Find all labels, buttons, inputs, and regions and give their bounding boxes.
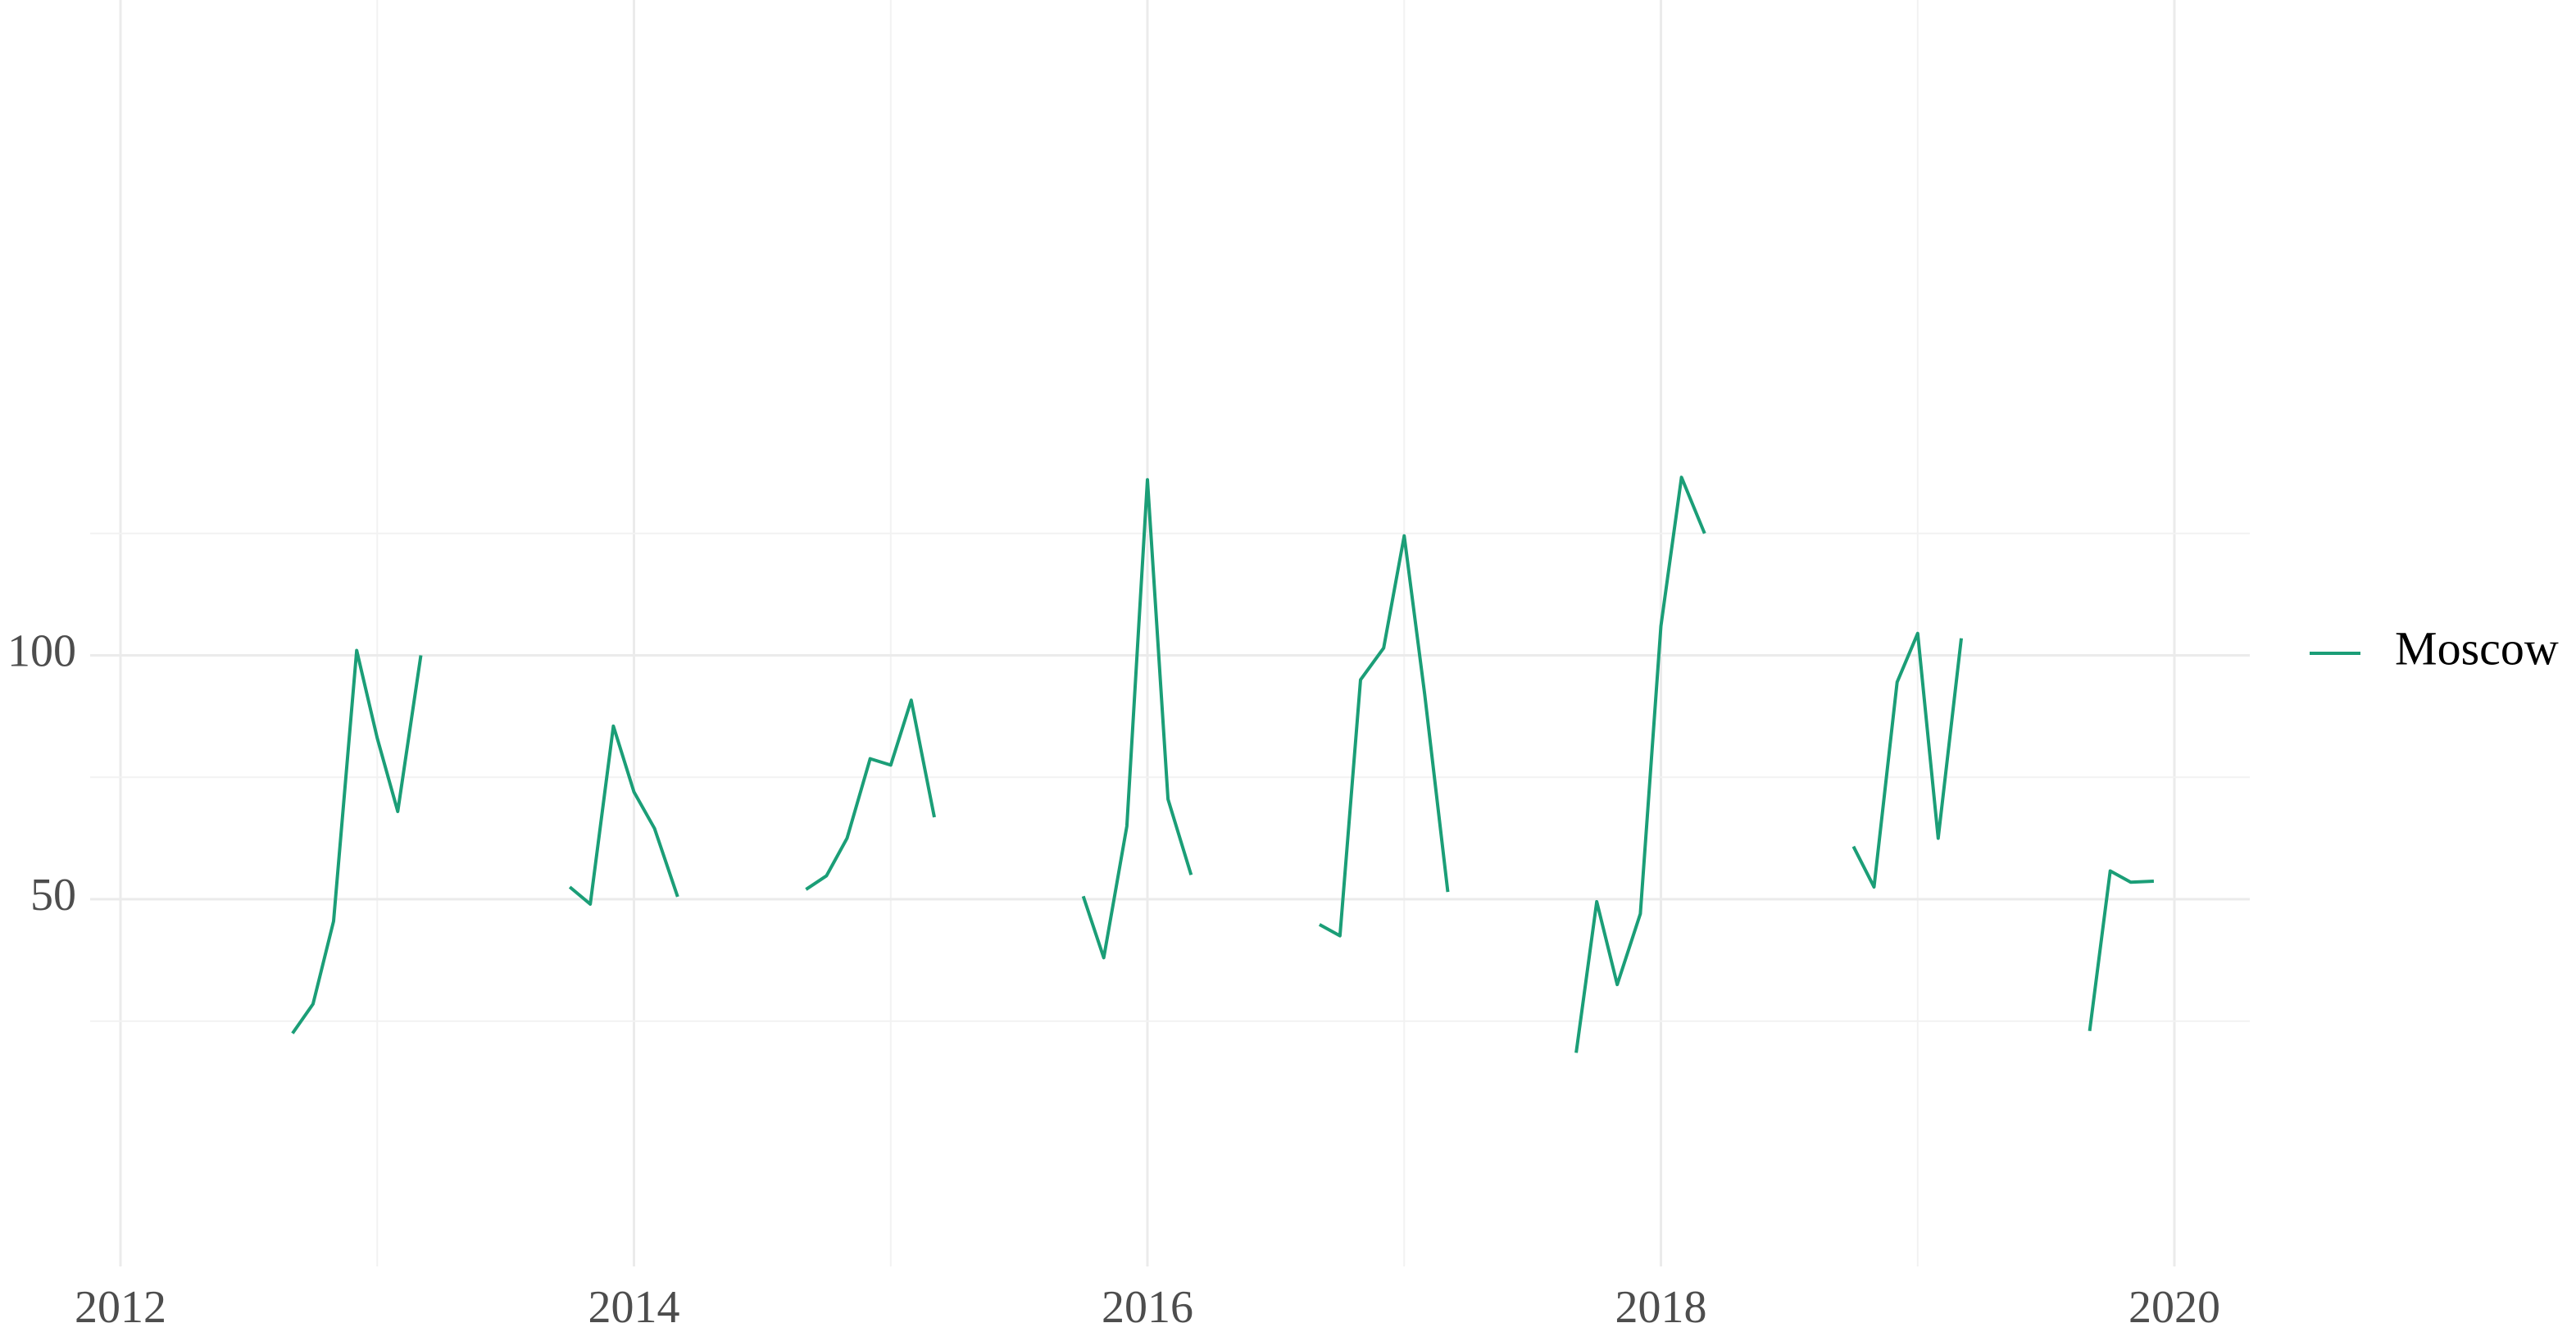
grid-lines <box>90 0 2250 1266</box>
series-line-moscow-segment-4 <box>1081 478 1193 960</box>
series-line-moscow-segment-5 <box>1318 534 1450 938</box>
x-tick-label-2020: 2020 <box>2128 1282 2220 1323</box>
series-line-moscow-segment-1 <box>291 648 423 1034</box>
x-tick-label-2016: 2016 <box>1102 1282 1193 1323</box>
x-tick-label-2014: 2014 <box>588 1282 680 1323</box>
y-axis-tick-labels: 50 100 <box>7 625 76 921</box>
y-tick-label-50: 50 <box>30 870 76 921</box>
series-lines <box>291 475 2154 1053</box>
x-tick-label-2012: 2012 <box>75 1282 166 1323</box>
x-axis-tick-labels: 2012 2014 2016 2018 2020 <box>75 1282 2220 1323</box>
y-tick-label-100: 100 <box>7 625 76 676</box>
legend: Moscow <box>2310 621 2559 675</box>
series-line-moscow-segment-3 <box>805 698 936 891</box>
legend-label-moscow: Moscow <box>2395 621 2559 675</box>
series-line-moscow-segment-2 <box>568 724 679 906</box>
series-line-moscow-segment-7 <box>1851 631 1963 889</box>
series-line-moscow-segment-6 <box>1574 475 1706 1053</box>
series-line-moscow-segment-8 <box>2088 869 2154 1031</box>
x-tick-label-2018: 2018 <box>1615 1282 1707 1323</box>
